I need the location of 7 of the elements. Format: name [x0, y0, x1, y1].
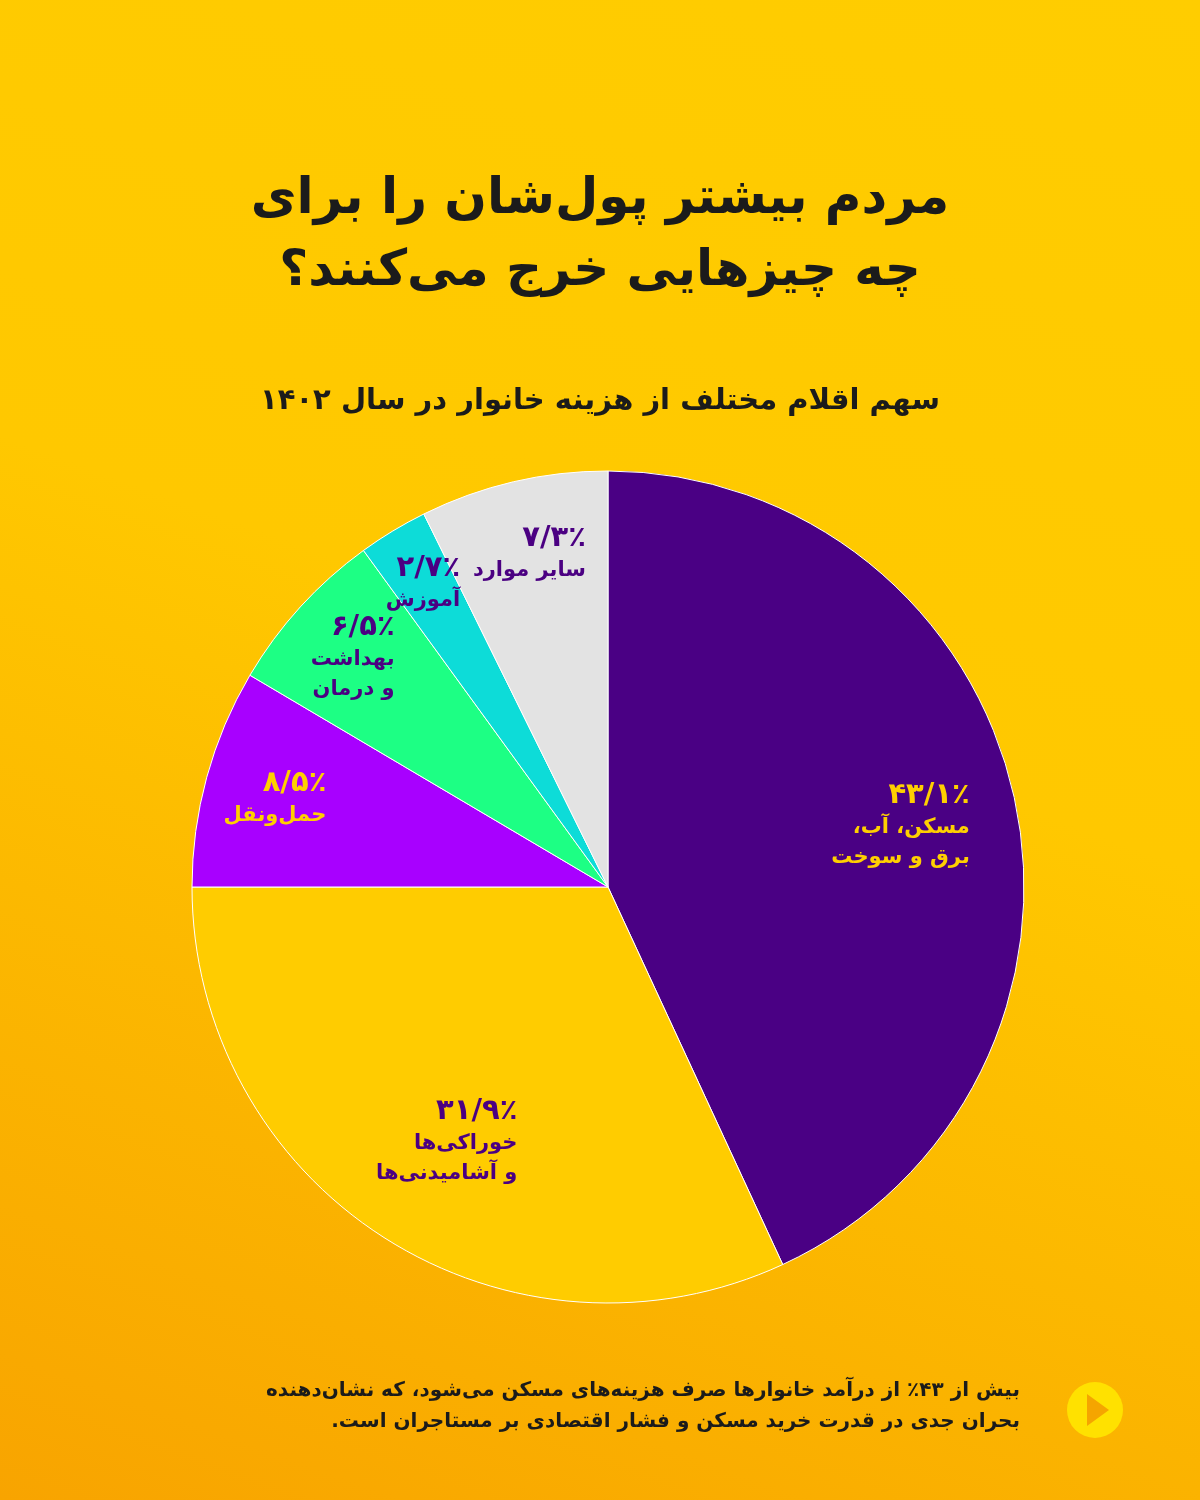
- data-label: ۳۱/۹٪ خوراکی‌ها و آشامیدنی‌ها: [376, 1091, 518, 1187]
- data-label: ۸/۵٪ حمل‌ونقل: [223, 762, 327, 828]
- title: مردم بیشتر پول‌شان را برای چه چیزهایی خرج می‌کنند؟: [250, 166, 950, 300]
- data-label: ۷/۳٪ سایر موارد: [473, 517, 586, 583]
- data-label: ۴۳/۱٪ مسکن، آب، برق و سوخت: [831, 774, 970, 870]
- annotation: بیش از ۴۳٪ از درآمد خانوارها صرف هزینه‌های مسکن می‌شود، که نشان‌دهنده بحران جدی در قدرت خرید مسکن و فشار اقتصادی بر مستاجران است.: [265, 1376, 1020, 1434]
- subtitle: سهم اقلام مختلف از هزینه خانوار در سال ۱۴۰۲: [259, 381, 941, 418]
